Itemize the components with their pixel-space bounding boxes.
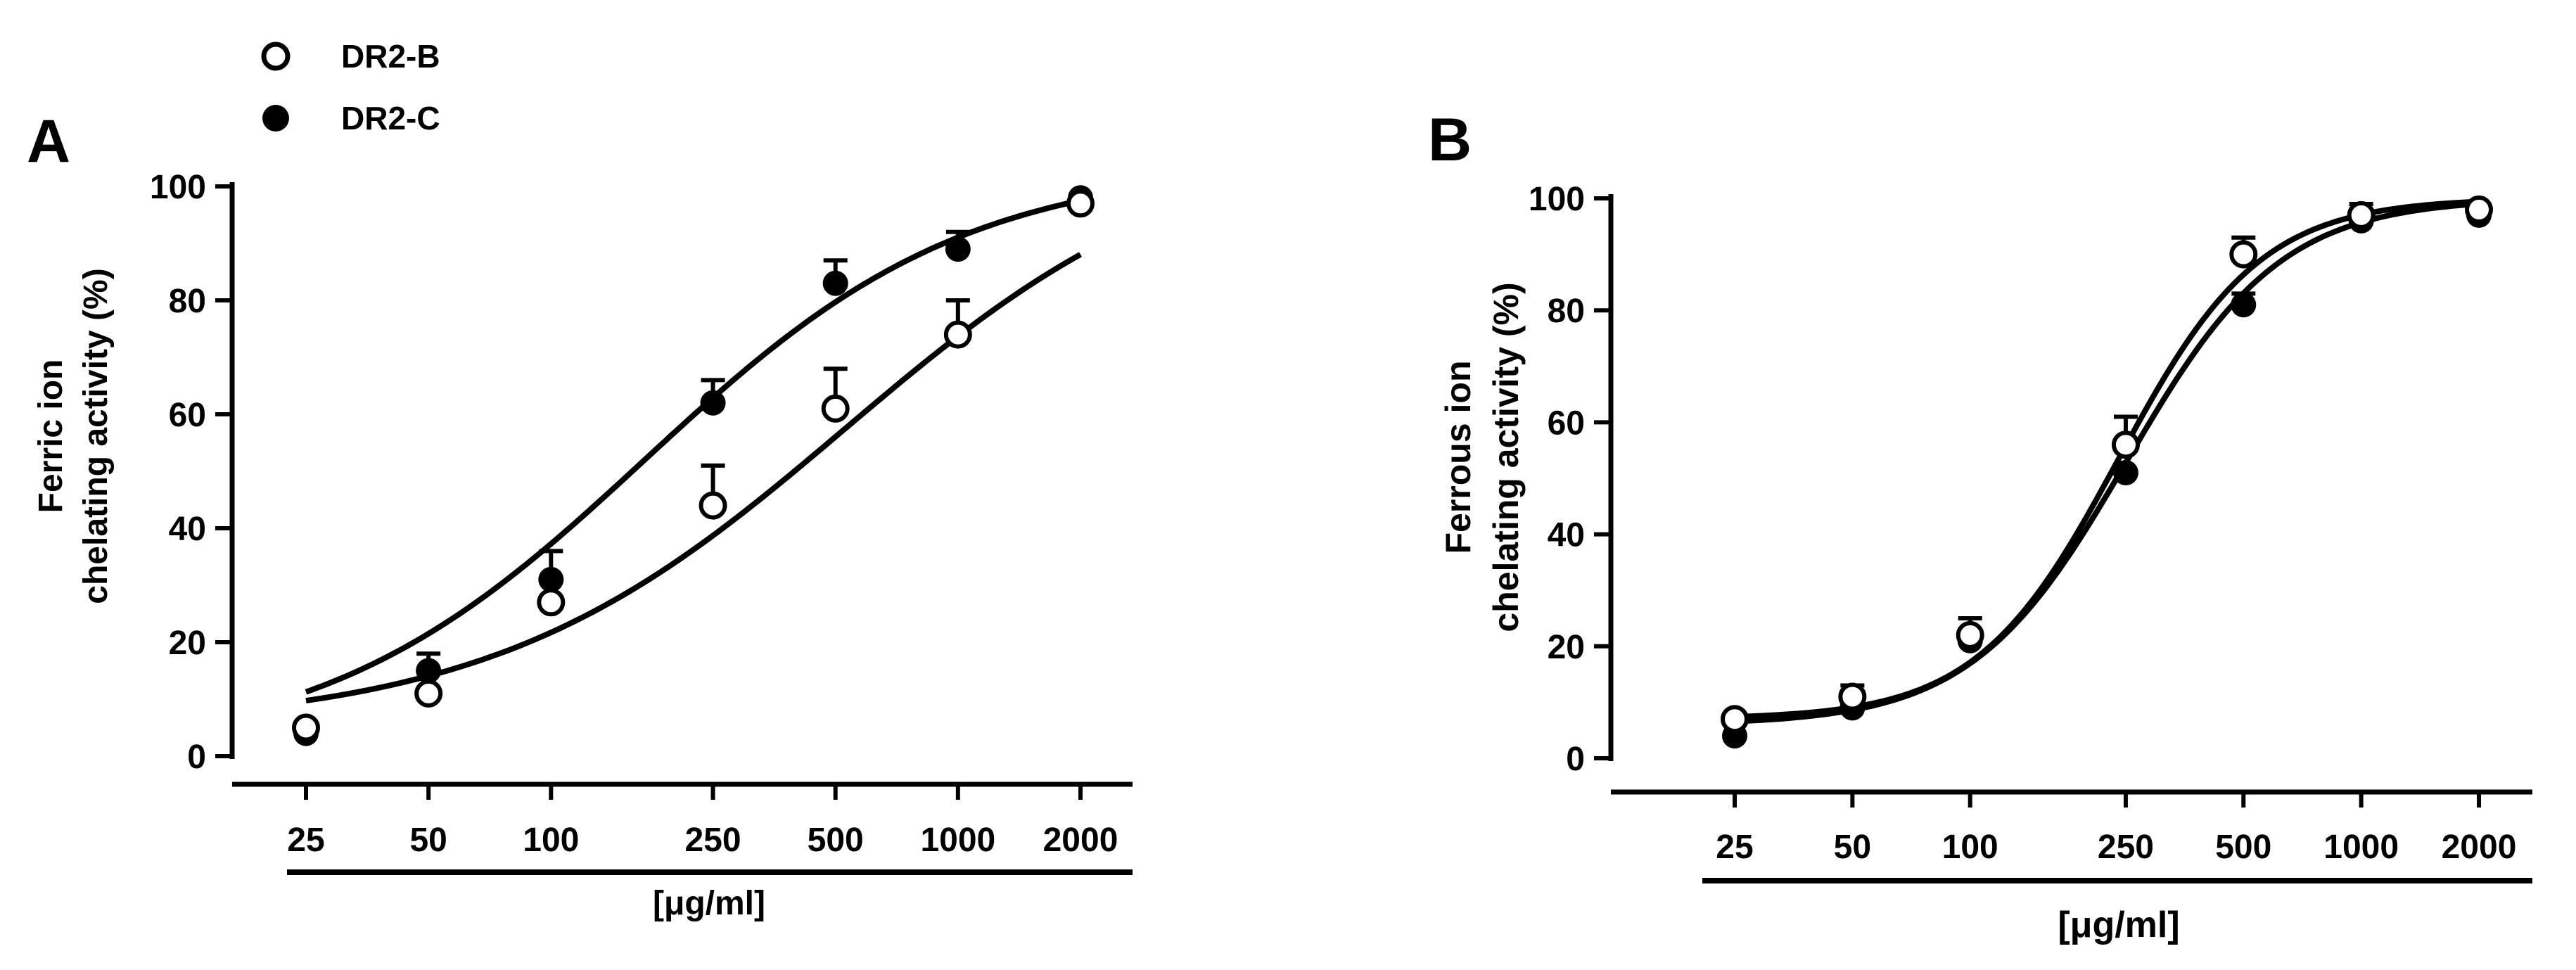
y-axis-label-line2: chelating activity (%)	[77, 268, 115, 604]
data-points-b	[1721, 195, 2493, 749]
y-axis-label-line1: Ferrous ion	[1439, 360, 1478, 554]
panel-letter-a: A	[27, 108, 70, 175]
y-tick-label: 20	[169, 625, 206, 662]
data-point-dr2-c	[822, 270, 848, 296]
y-tick-label: 0	[187, 739, 206, 776]
data-point-dr2-b	[943, 320, 972, 349]
y-axis-label-a: Ferric ion chelating activity (%)	[32, 268, 115, 604]
y-axis-label-line2: chelating activity (%)	[1486, 282, 1526, 632]
x-tick-label: 250	[2098, 829, 2154, 866]
x-axis-label-a: [μg/ml]	[653, 885, 765, 922]
y-tick-label: 60	[1548, 404, 1585, 442]
data-point-dr2-b	[414, 679, 443, 708]
legend-marker-open	[261, 42, 291, 71]
legend: DR2-B DR2-C	[261, 38, 440, 136]
fit-curves-a	[305, 198, 1082, 704]
data-point-dr2-c	[416, 658, 442, 684]
data-point-dr2-b	[2465, 195, 2493, 224]
x-tick-label: 1000	[2323, 829, 2399, 866]
data-point-dr2-c	[2112, 460, 2138, 486]
x-ticks-b: 25 50 100 250 500 1000 2000	[1611, 789, 2532, 883]
y-axis-label-b: Ferrous ion chelating activity (%)	[1439, 282, 1526, 632]
x-tick-label: 50	[1834, 829, 1871, 866]
y-axis-label-line1: Ferric ion	[32, 359, 70, 513]
y-tick-label: 60	[169, 397, 206, 434]
data-points-a	[292, 185, 1095, 746]
error-bars-a	[416, 229, 970, 671]
data-point-dr2-b	[1721, 705, 1749, 734]
y-tick-label: 40	[1548, 517, 1585, 554]
x-axis-label-b: [μg/ml]	[2058, 905, 2179, 945]
fit-curves-b	[1734, 198, 2480, 725]
y-tick-label: 100	[1529, 181, 1585, 218]
x-tick-label: 500	[2215, 829, 2271, 866]
data-point-dr2-b	[2111, 430, 2140, 459]
x-tick-label: 250	[684, 822, 741, 859]
x-tick-label: 2000	[1043, 822, 1118, 859]
panel-b: B Ferrous ion chelating activity (%) 0 20…	[1428, 106, 2532, 945]
x-tick-label: 2000	[2442, 829, 2517, 866]
data-point-dr2-c	[538, 566, 564, 592]
data-point-dr2-b	[2347, 200, 2376, 229]
y-ticks-a: 0 20 40 60 80 100	[150, 169, 235, 776]
fit-curve-dr2-c	[1734, 200, 2480, 725]
y-tick-label: 40	[169, 511, 206, 548]
panel-a: A Ferric ion chelating activity (%) 0 20 4…	[27, 108, 1133, 922]
legend-label-dr2-c: DR2-C	[341, 100, 440, 136]
y-tick-label: 80	[1548, 293, 1585, 330]
data-point-dr2-b	[537, 588, 566, 617]
data-point-dr2-b	[1066, 189, 1095, 218]
y-tick-label: 20	[1548, 629, 1585, 666]
data-point-dr2-b	[699, 491, 727, 520]
x-tick-label: 50	[409, 822, 447, 859]
data-point-dr2-b	[821, 394, 850, 423]
fit-curve-dr2-b	[305, 252, 1082, 704]
x-tick-label: 100	[523, 822, 579, 859]
legend-marker-filled	[262, 105, 289, 132]
data-point-dr2-b	[292, 713, 320, 742]
data-point-dr2-b	[1956, 620, 1984, 649]
y-tick-label: 0	[1566, 741, 1585, 778]
panel-letter-b: B	[1428, 106, 1472, 174]
fit-curve-dr2-c	[305, 198, 1081, 695]
data-point-dr2-b	[2229, 240, 2258, 269]
x-tick-label: 100	[1942, 829, 1998, 866]
x-tick-label: 25	[1716, 829, 1753, 866]
data-point-dr2-c	[700, 390, 726, 416]
x-ticks-a: 25 50 100 250 500 1000 2000	[232, 781, 1133, 875]
x-tick-label: 500	[808, 822, 864, 859]
x-tick-label: 25	[287, 822, 324, 859]
y-ticks-b: 0 20 40 60 80 100	[1529, 181, 1614, 778]
x-tick-label: 1000	[920, 822, 995, 859]
y-tick-label: 80	[169, 283, 206, 320]
data-point-dr2-c	[945, 236, 971, 262]
legend-label-dr2-b: DR2-B	[341, 38, 440, 75]
y-tick-label: 100	[150, 169, 206, 206]
data-point-dr2-c	[2231, 292, 2257, 318]
fit-curve-dr2-b	[1734, 198, 2480, 720]
error-bars-b	[1840, 201, 2373, 697]
data-point-dr2-b	[1838, 682, 1867, 711]
